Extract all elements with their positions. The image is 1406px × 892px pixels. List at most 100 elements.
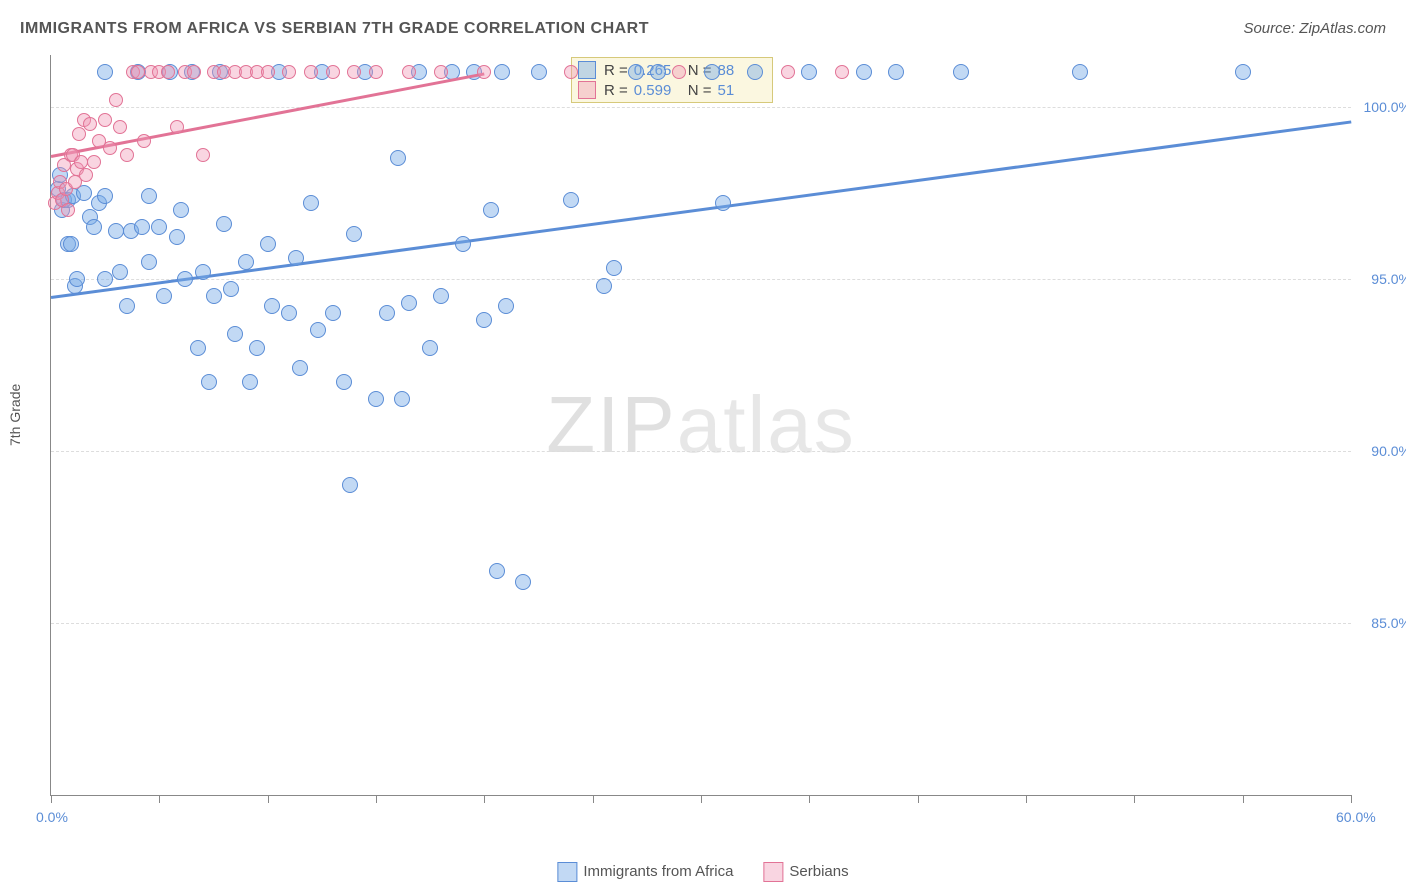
data-point <box>390 150 406 166</box>
legend-label: Immigrants from Africa <box>583 863 733 880</box>
data-point <box>223 281 239 297</box>
data-point <box>288 250 304 266</box>
data-point <box>835 65 849 79</box>
watermark-suffix: atlas <box>677 380 856 469</box>
data-point <box>346 226 362 242</box>
x-tick-label: 60.0% <box>1336 809 1376 825</box>
data-point <box>856 64 872 80</box>
chart-title: IMMIGRANTS FROM AFRICA VS SERBIAN 7TH GR… <box>20 20 649 38</box>
legend-item: Serbians <box>763 862 848 882</box>
legend-swatch <box>557 862 577 882</box>
watermark-prefix: ZIP <box>546 380 676 469</box>
trend-line <box>51 120 1351 298</box>
data-point <box>310 322 326 338</box>
data-point <box>201 374 217 390</box>
x-tick <box>701 795 702 803</box>
legend-label: Serbians <box>789 863 848 880</box>
stats-legend: R = 0.265 N = 88R = 0.599 N = 51 <box>571 57 773 103</box>
data-point <box>141 254 157 270</box>
data-point <box>242 374 258 390</box>
data-point <box>112 264 128 280</box>
data-point <box>177 271 193 287</box>
data-point <box>477 65 491 79</box>
x-tick <box>484 795 485 803</box>
data-point <box>87 155 101 169</box>
data-point <box>131 65 145 79</box>
data-point <box>282 65 296 79</box>
r-label: R = <box>604 62 628 79</box>
data-point <box>672 65 686 79</box>
x-tick <box>159 795 160 803</box>
data-point <box>434 65 448 79</box>
data-point <box>326 65 340 79</box>
stats-row: R = 0.599 N = 51 <box>576 80 768 100</box>
y-axis-title: 7th Grade <box>7 384 23 446</box>
gridline <box>51 107 1351 108</box>
data-point <box>196 148 210 162</box>
data-point <box>422 340 438 356</box>
bottom-legend: Immigrants from Africa Serbians <box>557 862 848 882</box>
series-swatch <box>578 61 596 79</box>
data-point <box>264 298 280 314</box>
n-value: 51 <box>718 82 766 99</box>
gridline <box>51 279 1351 280</box>
data-point <box>342 477 358 493</box>
data-point <box>498 298 514 314</box>
data-point <box>190 340 206 356</box>
data-point <box>119 298 135 314</box>
data-point <box>531 64 547 80</box>
data-point <box>97 271 113 287</box>
data-point <box>156 288 172 304</box>
data-point <box>206 288 222 304</box>
data-point <box>69 271 85 287</box>
data-point <box>368 391 384 407</box>
data-point <box>483 202 499 218</box>
data-point <box>103 141 117 155</box>
data-point <box>195 264 211 280</box>
x-tick <box>1134 795 1135 803</box>
data-point <box>781 65 795 79</box>
data-point <box>489 563 505 579</box>
data-point <box>433 288 449 304</box>
x-tick <box>593 795 594 803</box>
data-point <box>108 223 124 239</box>
data-point <box>494 64 510 80</box>
y-tick-label: 90.0% <box>1371 443 1406 459</box>
data-point <box>596 278 612 294</box>
x-tick <box>809 795 810 803</box>
data-point <box>628 64 644 80</box>
data-point <box>173 202 189 218</box>
data-point <box>86 219 102 235</box>
x-tick <box>51 795 52 803</box>
x-tick <box>1351 795 1352 803</box>
data-point <box>336 374 352 390</box>
data-point <box>260 236 276 252</box>
data-point <box>606 260 622 276</box>
data-point <box>79 168 93 182</box>
data-point <box>61 203 75 217</box>
x-tick <box>1243 795 1244 803</box>
scatter-plot: ZIPatlas R = 0.265 N = 88R = 0.599 N = 5… <box>50 55 1351 796</box>
data-point <box>953 64 969 80</box>
data-point <box>134 219 150 235</box>
y-tick-label: 100.0% <box>1364 99 1406 115</box>
data-point <box>304 65 318 79</box>
x-tick <box>1026 795 1027 803</box>
data-point <box>515 574 531 590</box>
gridline <box>51 623 1351 624</box>
x-tick <box>376 795 377 803</box>
data-point <box>401 295 417 311</box>
data-point <box>564 65 578 79</box>
data-point <box>151 219 167 235</box>
data-point <box>325 305 341 321</box>
x-tick <box>918 795 919 803</box>
data-point <box>1072 64 1088 80</box>
data-point <box>63 236 79 252</box>
data-point <box>1235 64 1251 80</box>
y-tick-label: 85.0% <box>1371 615 1406 631</box>
series-swatch <box>578 81 596 99</box>
data-point <box>281 305 297 321</box>
data-point <box>394 391 410 407</box>
x-tick <box>268 795 269 803</box>
data-point <box>476 312 492 328</box>
